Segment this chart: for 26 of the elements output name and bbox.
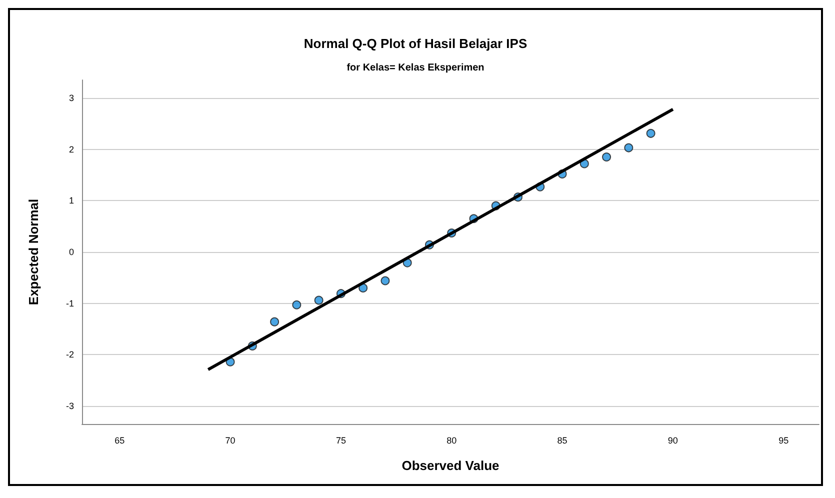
point (380, 276, 390, 286)
y-tick-label: 2 (68, 144, 74, 154)
point (624, 143, 634, 152)
y-tick-label: 0 (68, 247, 74, 257)
y-tick-label: 1 (68, 196, 74, 206)
x-tick-label: 95 (778, 436, 789, 446)
point (646, 128, 656, 138)
point (358, 283, 368, 292)
point (602, 152, 612, 162)
y-tick-label: 3 (68, 92, 74, 103)
chart-subtitle: for Kelas= Kelas Eksperimen (346, 62, 484, 74)
point (270, 317, 280, 326)
point (292, 300, 302, 310)
y-tick-label: -3 (66, 401, 74, 412)
y-tick-label: -2 (66, 350, 74, 360)
x-axis-title: Observed Value (402, 458, 500, 473)
x-tick-label: 85 (557, 436, 568, 446)
x-tick-label: 75 (336, 436, 346, 446)
y-axis-title: Expected Normal (26, 198, 41, 306)
y-tick-label: -1 (66, 298, 74, 308)
chart-title: Normal Q-Q Plot of Hasil Belajar IPS (304, 36, 528, 51)
x-tick-label: 65 (114, 436, 125, 446)
x-tick-label: 70 (225, 436, 236, 446)
point (314, 296, 324, 305)
x-tick-label: 90 (668, 436, 678, 446)
x-tick-label: 80 (446, 436, 457, 446)
